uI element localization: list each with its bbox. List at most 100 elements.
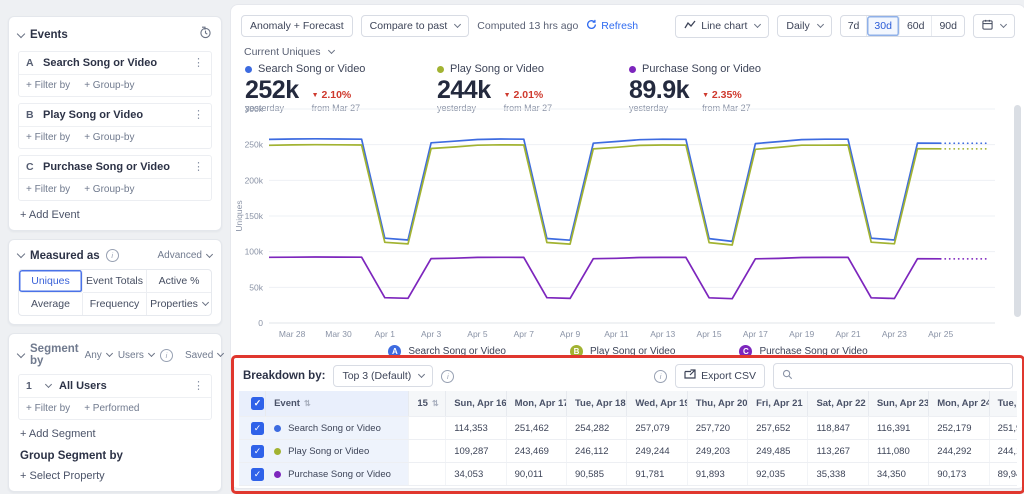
event-item-a[interactable]: A Search Song or Video ⋮ + Filter by + G… xyxy=(18,51,212,97)
add-segment-button[interactable]: + Add Segment xyxy=(20,428,96,440)
date-column-header[interactable]: 15 ⇅ xyxy=(408,391,447,417)
measure-option-average[interactable]: Average xyxy=(19,293,83,315)
sort-icon[interactable]: ⇅ xyxy=(431,399,439,408)
segment-name[interactable]: All Users xyxy=(59,380,107,392)
users-dropdown[interactable]: Users xyxy=(118,350,155,361)
filter-by-link[interactable]: + Filter by xyxy=(26,132,71,143)
row-checkbox[interactable]: ✓ xyxy=(251,397,264,410)
refresh-button[interactable]: Refresh xyxy=(586,19,638,33)
uniques-line-chart[interactable]: 0 50k 100k 150k 200k 250k 300k Uniques Mar 28 Mar… xyxy=(233,101,1013,357)
event-name[interactable]: Play Song or Video xyxy=(43,109,144,121)
group-by-link[interactable]: + Group-by xyxy=(84,184,135,195)
group-by-link[interactable]: + Group-by xyxy=(84,132,135,143)
group-by-link[interactable]: + Group-by xyxy=(84,80,135,91)
event-name[interactable]: Search Song or Video xyxy=(43,57,158,69)
info-icon[interactable]: i xyxy=(159,348,173,362)
select-property-button[interactable]: + Select Property xyxy=(20,470,105,482)
performed-link[interactable]: + Performed xyxy=(84,403,140,414)
events-panel: Events A Search Song or Video ⋮ + Filter… xyxy=(8,16,222,231)
date-column-header[interactable]: Wed, Apr 19⇅ xyxy=(626,391,688,417)
row-event-name-cell[interactable]: Search Song or Video xyxy=(265,416,410,440)
metric-selector-dropdown[interactable]: Current Uniques xyxy=(244,46,1024,58)
row-checkbox[interactable]: ✓ xyxy=(251,467,264,481)
row-event-name-cell[interactable]: Play Song or Video xyxy=(265,439,410,463)
breakdown-table: ✓Event⇅15⇅Sun, Apr 16⇅Mon, Apr 17⇅Tue, A… xyxy=(239,391,1017,486)
legend-letter-badge: C xyxy=(739,345,753,358)
segment-collapse-chevron-icon[interactable] xyxy=(16,349,26,358)
legend-item-play[interactable]: B Play Song or Video xyxy=(570,345,675,358)
measure-option-event-totals[interactable]: Event Totals xyxy=(83,270,147,293)
kebab-menu-icon[interactable]: ⋮ xyxy=(193,108,204,121)
value-cell xyxy=(408,439,447,463)
measure-option-active-pct[interactable]: Active % xyxy=(147,270,211,293)
table-search-box[interactable] xyxy=(773,363,1013,389)
filter-by-link[interactable]: + Filter by xyxy=(26,80,71,91)
scrollbar-thumb[interactable] xyxy=(1014,105,1021,317)
legend-letter-badge: B xyxy=(570,345,583,358)
measure-option-frequency[interactable]: Frequency xyxy=(83,293,147,315)
compare-to-past-dropdown[interactable]: Compare to past xyxy=(360,15,470,37)
y-tick-label: 250k xyxy=(245,140,264,150)
event-item-b[interactable]: B Play Song or Video ⋮ + Filter by + Gro… xyxy=(18,103,212,149)
measure-option-properties[interactable]: Properties xyxy=(147,293,211,315)
anomaly-forecast-button[interactable]: Anomaly + Forecast xyxy=(241,15,353,37)
events-collapse-chevron-icon[interactable] xyxy=(16,29,26,38)
chart-legend: A Search Song or Video B Play Song or Video… xyxy=(231,345,1024,358)
kebab-menu-icon[interactable]: ⋮ xyxy=(193,160,204,173)
date-column-header[interactable]: Tue, Apr 18⇅ xyxy=(566,391,628,417)
kpi-compare: from Mar 27 xyxy=(702,103,751,114)
history-icon[interactable] xyxy=(199,26,212,44)
measured-collapse-chevron-icon[interactable] xyxy=(16,249,26,259)
range-7d[interactable]: 7d xyxy=(841,16,868,36)
series-line-play[interactable] xyxy=(268,143,941,246)
range-30d[interactable]: 30d xyxy=(867,16,900,36)
date-column-header[interactable]: Mon, Apr 17⇅ xyxy=(506,391,567,417)
legend-item-search[interactable]: A Search Song or Video xyxy=(388,345,506,358)
kebab-menu-icon[interactable]: ⋮ xyxy=(193,379,204,392)
breakdown-selector-dropdown[interactable]: Top 3 (Default) xyxy=(333,365,434,387)
sort-icon[interactable]: ⇅ xyxy=(303,399,311,408)
date-column-header[interactable]: Tue, Ap⇅ xyxy=(989,391,1017,417)
kpi-purchase: Purchase Song or Video 89.9k ▼ 2.35% yes… xyxy=(629,63,799,113)
line-chart[interactable]: 0 50k 100k 150k 200k 250k 300k Uniques Mar 28 Mar… xyxy=(233,101,1013,362)
info-icon[interactable]: i xyxy=(441,369,455,383)
chart-type-dropdown[interactable]: Line chart xyxy=(675,14,770,38)
main-chart-panel: Anomaly + Forecast Compare to past Compu… xyxy=(230,4,1024,489)
filter-by-link[interactable]: + Filter by xyxy=(26,403,71,414)
event-item-c[interactable]: C Purchase Song or Video ⋮ + Filter by +… xyxy=(18,155,212,201)
measure-option-uniques[interactable]: Uniques xyxy=(19,270,83,293)
info-icon[interactable]: i xyxy=(105,249,119,262)
row-event-name-cell[interactable]: Purchase Song or Video xyxy=(265,462,410,486)
range-90d[interactable]: 90d xyxy=(939,20,957,32)
date-column-header[interactable]: Thu, Apr 20⇅ xyxy=(687,391,749,417)
calendar-dropdown[interactable] xyxy=(973,14,1015,38)
kebab-menu-icon[interactable]: ⋮ xyxy=(193,56,204,69)
filter-by-link[interactable]: + Filter by xyxy=(26,184,71,195)
segment-item[interactable]: 1 All Users ⋮ + Filter by + Performed xyxy=(18,374,212,420)
event-column-header[interactable]: Event ⇅ xyxy=(265,391,410,417)
series-line-purchase[interactable] xyxy=(268,256,941,300)
granularity-dropdown[interactable]: Daily xyxy=(777,15,832,37)
series-line-search[interactable] xyxy=(268,137,941,243)
date-column-header[interactable]: Mon, Apr 24⇅ xyxy=(928,391,990,417)
date-column-header[interactable]: Fri, Apr 21⇅ xyxy=(747,391,809,417)
saved-dropdown[interactable]: Saved xyxy=(185,350,225,361)
info-icon[interactable]: i xyxy=(654,369,668,383)
row-checkbox[interactable]: ✓ xyxy=(251,444,264,458)
row-checkbox[interactable]: ✓ xyxy=(251,421,264,435)
date-column-header[interactable]: Sun, Apr 23⇅ xyxy=(868,391,930,417)
export-csv-button[interactable]: Export CSV xyxy=(675,364,765,388)
date-column-header[interactable]: Sun, Apr 16⇅ xyxy=(445,391,507,417)
advanced-dropdown[interactable]: Advanced xyxy=(158,250,214,261)
segment-chevron-icon[interactable] xyxy=(44,380,53,389)
range-60d[interactable]: 60d xyxy=(900,16,933,36)
event-name[interactable]: Purchase Song or Video xyxy=(43,161,170,173)
search-input[interactable] xyxy=(799,369,1004,383)
date-column-header[interactable]: Sat, Apr 22⇅ xyxy=(807,391,869,417)
add-event-button[interactable]: + Add Event xyxy=(20,209,80,221)
legend-item-purchase[interactable]: C Purchase Song or Video xyxy=(739,345,868,358)
value-cell: 116,391 xyxy=(868,416,930,440)
value-cell: 90,173 xyxy=(928,462,990,486)
sort-icon[interactable]: ⇅ xyxy=(807,399,808,408)
any-dropdown[interactable]: Any xyxy=(85,350,113,361)
